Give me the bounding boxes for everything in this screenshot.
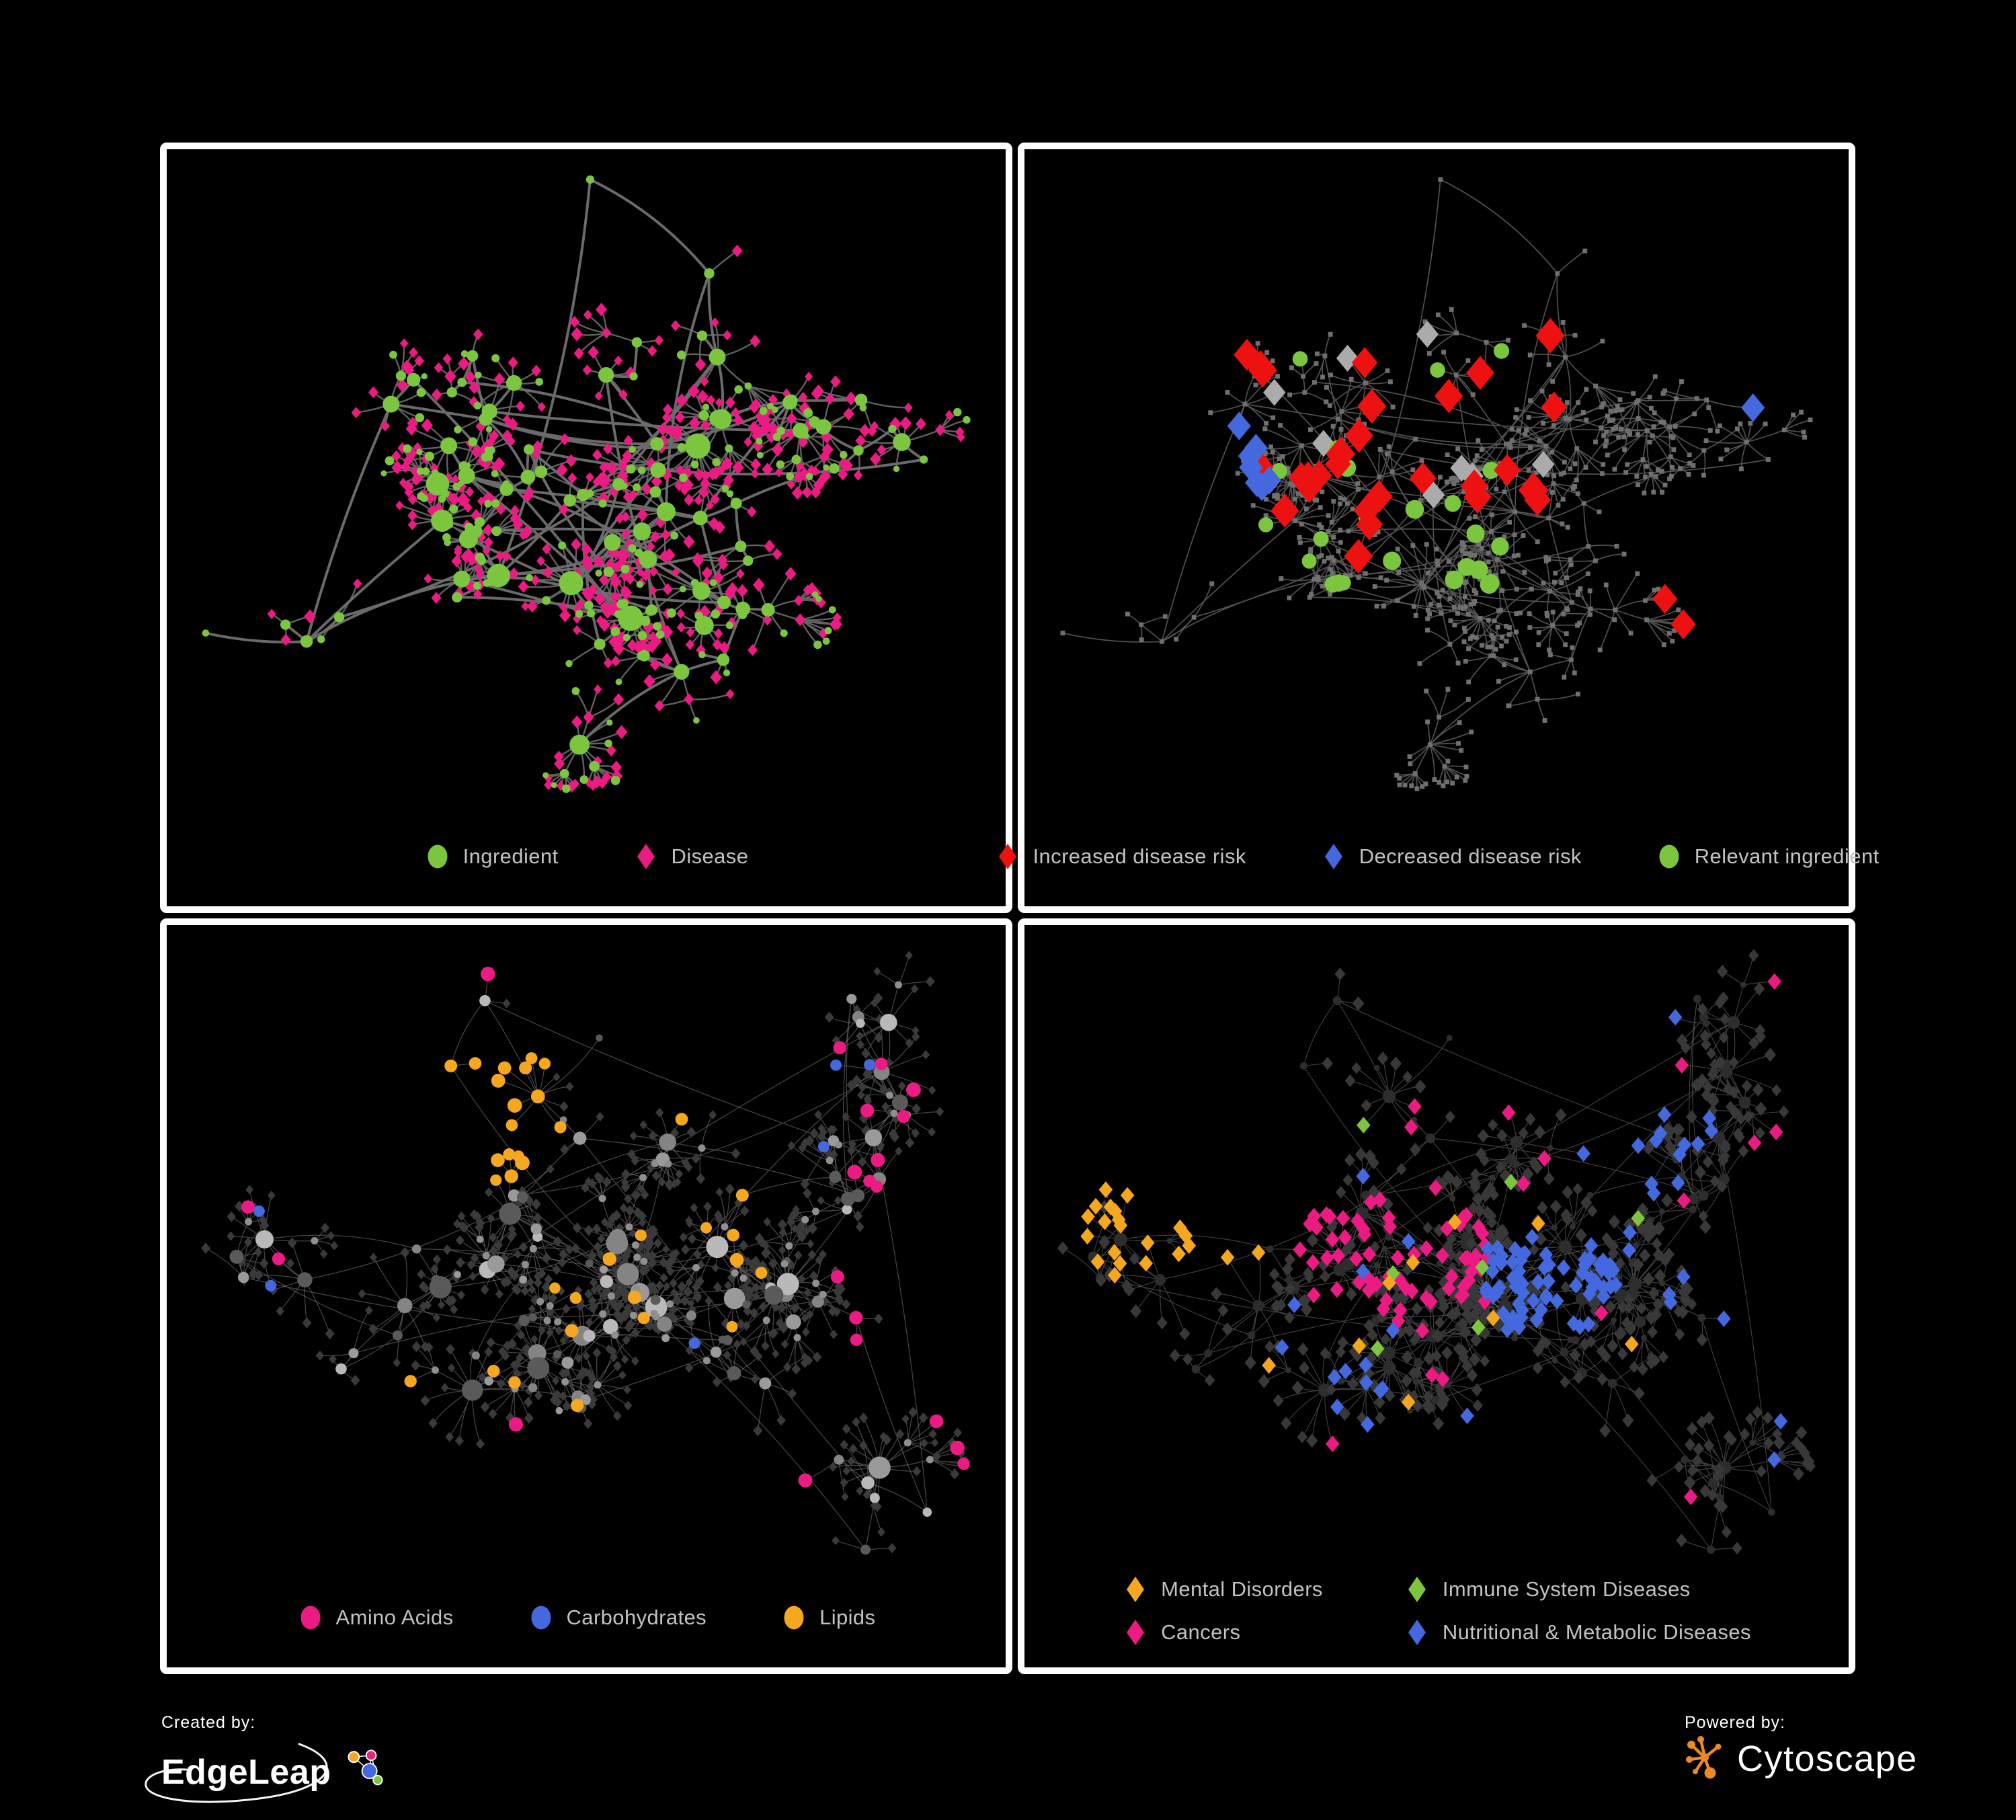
panel-disease-classes: Mental Disorders Immune System Diseases Ca… [1018, 918, 1855, 1674]
legend-label: Nutritional & Metabolic Diseases [1442, 1620, 1751, 1644]
network-graph-disease-risk [1060, 177, 1813, 791]
legend-label: Carbohydrates [566, 1606, 707, 1629]
network-hub-edges [236, 998, 928, 1550]
network-hub-edges [1092, 998, 1772, 1550]
circle-marker-icon [531, 1606, 551, 1630]
legend-disease-classes: Mental Disorders Immune System Diseases Ca… [1031, 1575, 1842, 1647]
cytoscape-branding: Powered by: Cytoscape [1685, 1713, 1967, 1807]
panel-macronutrient-classes: Amino Acids Carbohydrates Lipids [160, 918, 1012, 1674]
legend-item-relevant-ingredient: Relevant ingredient [1656, 842, 1880, 871]
circle-marker-icon [300, 1606, 321, 1630]
network-nodes [245, 981, 934, 1464]
legend-label: Immune System Diseases [1442, 1577, 1691, 1601]
legend-item-decreased-disease-risk: Decreased disease risk [1320, 842, 1582, 871]
network-nodes [1060, 177, 1813, 791]
legend-label: Amino Acids [335, 1606, 454, 1629]
network-nodes [1088, 994, 1775, 1554]
edgeleap-logo-text: EdgeLeap [161, 1753, 331, 1792]
legend-label: Lipids [819, 1606, 876, 1629]
legend-item-ingredient: Ingredient [424, 842, 559, 871]
network-nodes [267, 244, 965, 793]
legend-label: Mental Disorders [1161, 1577, 1323, 1601]
legend-label: Decreased disease risk [1359, 844, 1582, 868]
powered-by-label: Powered by: [1685, 1713, 1785, 1732]
panel-ingredient-disease: Ingredient Disease [160, 143, 1012, 913]
diamond-marker-icon [1408, 1577, 1426, 1602]
legend-item-carbohydrates: Carbohydrates [528, 1603, 707, 1632]
legend-ingredient-disease: Ingredient Disease [173, 842, 999, 871]
network-graph-macronutrients [201, 951, 971, 1555]
cytoscape-logo-icon [1686, 1736, 1722, 1779]
created-by-label: Created by: [161, 1713, 256, 1732]
legend-label: Cancers [1161, 1620, 1241, 1644]
network-nodes [1275, 1008, 1788, 1468]
edgeleap-logo-icon [347, 1749, 383, 1786]
legend-item-increased-disease-risk: Increased disease risk [994, 842, 1246, 871]
edgeleap-branding: Created by: EdgeLeap [145, 1713, 383, 1807]
diamond-marker-icon [1127, 1577, 1145, 1602]
network-nodes [241, 966, 970, 1488]
legend-item-nutritional-metabolic-diseases: Nutritional & Metabolic Diseases [1404, 1618, 1751, 1647]
legend-item-amino-acids: Amino Acids [297, 1603, 454, 1632]
legend-label: Ingredient [462, 844, 559, 868]
circle-marker-icon [1659, 844, 1679, 869]
circle-marker-icon [784, 1606, 804, 1630]
network-nodes [229, 1034, 908, 1555]
legend-item-mental-disorders: Mental Disorders [1122, 1575, 1323, 1604]
network-graph-ingredient-disease [202, 175, 971, 793]
cytoscape-logo-text: Cytoscape [1737, 1739, 1918, 1779]
legend-item-cancers: Cancers [1122, 1618, 1323, 1647]
network-nodes [253, 1059, 876, 1349]
circle-marker-icon [428, 844, 448, 869]
network-nodes [1234, 317, 1696, 639]
legend-item-disease: Disease [633, 842, 749, 871]
diamond-marker-icon [1408, 1620, 1426, 1645]
network-nodes [1293, 973, 1783, 1505]
legend-disease-risk: Increased disease risk Decreased disease … [998, 842, 1879, 871]
diamond-marker-icon [1127, 1620, 1145, 1645]
diamond-marker-icon [637, 844, 655, 869]
legend-label: Increased disease risk [1033, 844, 1246, 868]
network-nodes [404, 1052, 768, 1413]
diamond-marker-icon [1324, 844, 1342, 869]
legend-item-lipids: Lipids [780, 1603, 875, 1632]
panel-disease-risk: Increased disease risk Decreased disease … [998, 143, 1879, 913]
legend-macronutrients: Amino Acids Carbohydrates Lipids [173, 1603, 999, 1632]
legend-item-immune-system-diseases: Immune System Diseases [1404, 1575, 1751, 1604]
network-nodes [202, 175, 971, 793]
legend-label: Disease [671, 844, 749, 868]
network-graph-disease-classes [1057, 949, 1816, 1554]
diamond-marker-icon [998, 844, 1016, 869]
network-nodes [237, 994, 891, 1479]
legend-label: Relevant ingredient [1694, 844, 1880, 868]
